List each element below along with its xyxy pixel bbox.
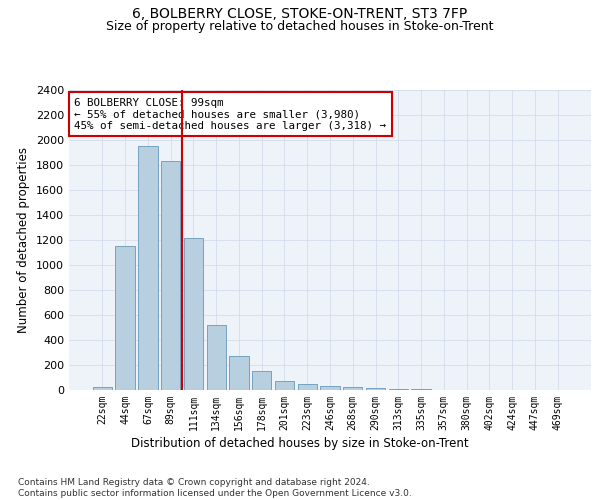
- Bar: [229, 356, 248, 390]
- Bar: [366, 388, 385, 390]
- Text: Size of property relative to detached houses in Stoke-on-Trent: Size of property relative to detached ho…: [106, 20, 494, 33]
- Bar: [115, 246, 135, 390]
- Bar: [275, 380, 294, 390]
- Text: 6, BOLBERRY CLOSE, STOKE-ON-TRENT, ST3 7FP: 6, BOLBERRY CLOSE, STOKE-ON-TRENT, ST3 7…: [133, 8, 467, 22]
- Bar: [184, 238, 203, 390]
- Bar: [320, 386, 340, 390]
- Bar: [161, 161, 181, 390]
- Y-axis label: Number of detached properties: Number of detached properties: [17, 147, 31, 333]
- Text: Distribution of detached houses by size in Stoke-on-Trent: Distribution of detached houses by size …: [131, 438, 469, 450]
- Bar: [389, 389, 408, 390]
- Bar: [206, 325, 226, 390]
- Text: Contains HM Land Registry data © Crown copyright and database right 2024.
Contai: Contains HM Land Registry data © Crown c…: [18, 478, 412, 498]
- Text: 6 BOLBERRY CLOSE: 99sqm
← 55% of detached houses are smaller (3,980)
45% of semi: 6 BOLBERRY CLOSE: 99sqm ← 55% of detache…: [74, 98, 386, 130]
- Bar: [252, 370, 271, 390]
- Bar: [138, 146, 158, 390]
- Bar: [298, 384, 317, 390]
- Bar: [93, 387, 112, 390]
- Bar: [343, 386, 362, 390]
